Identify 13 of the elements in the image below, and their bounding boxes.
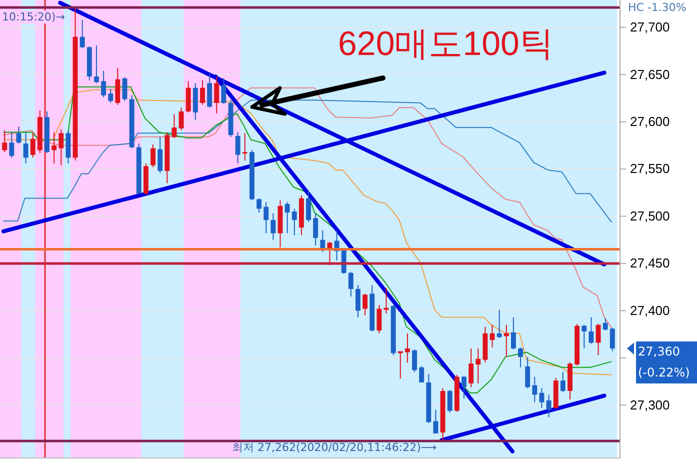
y-tick-label: 27,600 [630,114,670,129]
text: HC -1.30% [628,1,686,14]
text: 27,360 (-0.22%) [638,344,690,380]
y-tick-label: 27,650 [630,66,670,82]
y-tick-label: 27,400 [630,302,670,318]
annotation: 최저 27,262(2020/02/20,11:46:22)⟶ [232,441,437,454]
y-tick-label: 27,450 [630,256,670,271]
y-tick-label: 27,550 [630,161,670,176]
y-tick-label: 27,700 [630,20,670,35]
text: 620매도100틱 [338,25,554,63]
annotation: 10:15:20)→ [2,10,65,24]
y-tick-label: 27,500 [630,208,670,224]
y-tick-label: 27,300 [630,397,670,412]
